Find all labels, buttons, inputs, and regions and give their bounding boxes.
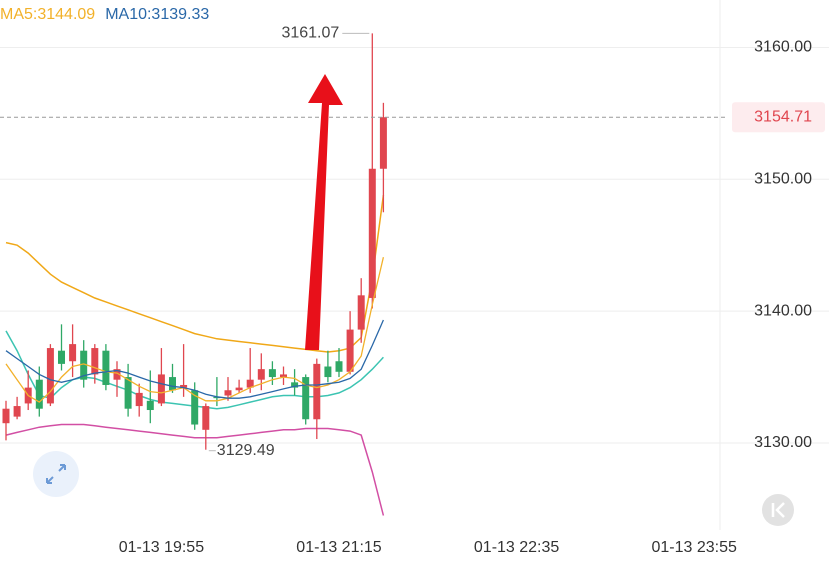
band-line: [5, 195, 385, 353]
candle-body: [102, 350, 110, 385]
legend-entry: MA5:3144.09: [0, 6, 95, 23]
ma-line: [5, 257, 385, 403]
candle-body: [46, 348, 54, 404]
x-tick-label: 01-13 19:55: [119, 539, 205, 556]
band-line: [5, 423, 385, 516]
ma-line: [5, 319, 384, 399]
legend-entry: MA10:3139.33: [105, 6, 209, 23]
expand-icon: [46, 464, 66, 484]
reset-button[interactable]: [762, 494, 794, 526]
candle-body: [246, 379, 254, 388]
last-price-box: [732, 102, 825, 133]
max-label: 3161.07: [281, 25, 339, 42]
candle-body: [180, 384, 188, 388]
candle-body: [335, 361, 343, 372]
candle-body: [202, 406, 210, 430]
candle-body: [291, 382, 299, 388]
candle-body: [379, 117, 387, 169]
candle-body: [169, 377, 176, 391]
min-label: 3129.49: [217, 442, 275, 459]
candle-body: [346, 329, 354, 372]
candle-body: [69, 344, 77, 362]
candle-body: [357, 295, 365, 330]
candle-body: [235, 387, 243, 391]
candle-body: [80, 350, 88, 380]
candle-body: [146, 400, 154, 411]
candle-body: [13, 406, 21, 417]
candle-body: [58, 350, 65, 364]
last-price-label: 3154.71: [754, 108, 812, 125]
y-tick-label: 3130.00: [754, 434, 812, 451]
candle-body: [113, 369, 121, 380]
candle-body: [224, 390, 232, 396]
candle-body: [135, 392, 143, 407]
candle-body: [324, 366, 332, 378]
candle-body: [302, 377, 310, 420]
candle-body: [213, 396, 221, 399]
candle-body: [368, 168, 376, 298]
expand-button[interactable]: [33, 451, 79, 497]
candle-body: [157, 374, 165, 404]
y-tick-label: 3140.00: [754, 302, 812, 319]
x-tick-label: 01-13 23:55: [651, 539, 737, 556]
reset-icon: [771, 502, 785, 518]
candle-body: [124, 377, 132, 409]
candle-body: [280, 374, 287, 378]
candle-body: [2, 408, 10, 424]
candle-body: [268, 369, 276, 378]
candle-body: [257, 369, 265, 380]
x-tick-label: 01-13 21:15: [296, 539, 382, 556]
candle-body: [313, 363, 321, 420]
candle-body: [191, 390, 199, 425]
x-tick-label: 01-13 22:35: [474, 539, 560, 556]
annotation-arrow: [305, 74, 343, 350]
y-tick-label: 3160.00: [754, 39, 812, 56]
candle-body: [91, 348, 99, 375]
y-tick-label: 3150.00: [754, 171, 812, 188]
expand-button-bg: [33, 451, 79, 497]
candle-body: [35, 379, 43, 409]
